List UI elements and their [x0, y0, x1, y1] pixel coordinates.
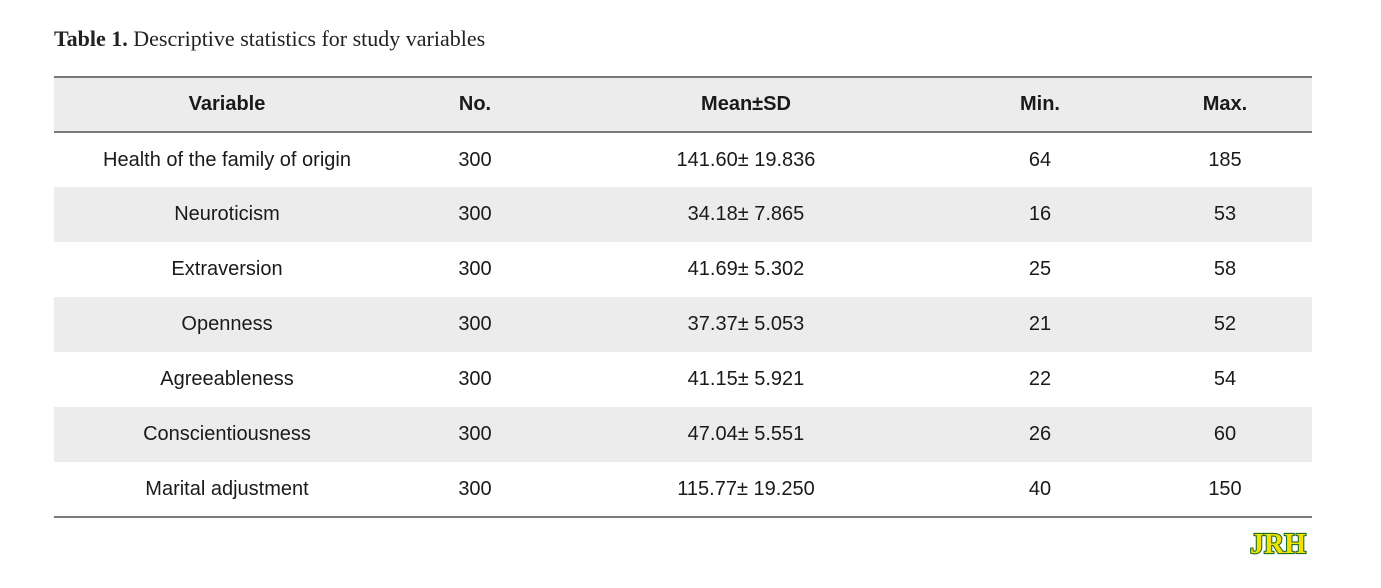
cell-no: 300 — [458, 203, 492, 225]
cell-mean-sd: 41.69± 5.302 — [687, 258, 805, 280]
cell-variable: Conscientiousness — [143, 423, 311, 445]
cell-variable: Openness — [181, 313, 273, 335]
cell-no: 300 — [400, 462, 550, 518]
cell-min: 26 — [1028, 423, 1052, 445]
cell-min: 64 — [1028, 148, 1052, 171]
header-mean-sd: Mean±SD — [550, 76, 942, 133]
table-caption: Table 1. Descriptive statistics for stud… — [54, 26, 485, 52]
cell-max: 52 — [1213, 313, 1237, 335]
table-row: Neuroticism 300 34.18± 7.865 16 53 — [54, 187, 1312, 242]
cell-max: 53 — [1213, 203, 1237, 225]
table-row: Openness 300 37.37± 5.053 21 52 — [54, 297, 1312, 352]
table-row: Conscientiousness 300 47.04± 5.551 26 60 — [54, 407, 1312, 462]
cell-variable: Marital adjustment — [54, 462, 400, 518]
header-no: No. — [400, 76, 550, 133]
header-min: Min. — [942, 76, 1138, 133]
cell-max: 54 — [1213, 368, 1237, 390]
cell-mean-sd: 141.60± 19.836 — [676, 148, 816, 171]
cell-max: 58 — [1213, 258, 1237, 280]
cell-no: 300 — [458, 313, 492, 335]
table-row: Health of the family of origin 300 141.6… — [54, 132, 1312, 187]
cell-no: 300 — [458, 258, 492, 280]
table-caption-text: Descriptive statistics for study variabl… — [133, 26, 486, 51]
table-row: Extraversion 300 41.69± 5.302 25 58 — [54, 242, 1312, 297]
cell-mean-sd: 47.04± 5.551 — [687, 423, 805, 445]
cell-min: 25 — [1028, 258, 1052, 280]
cell-min: 22 — [1028, 368, 1052, 390]
cell-variable: Extraversion — [171, 258, 283, 280]
cell-no: 300 — [458, 148, 492, 171]
cell-mean-sd: 115.77± 19.250 — [550, 462, 942, 518]
jrh-logo-text: JRH — [1250, 530, 1306, 556]
table-header-row: Variable No. Mean±SD Min. Max. — [54, 76, 1312, 133]
jrh-logo: JRH — [1249, 530, 1307, 556]
header-max: Max. — [1138, 76, 1312, 133]
cell-variable: Agreeableness — [160, 368, 294, 390]
descriptive-statistics-table: Variable No. Mean±SD Min. Max. Health of… — [54, 76, 1312, 518]
cell-min: 16 — [1028, 203, 1052, 225]
cell-no: 300 — [458, 368, 492, 390]
cell-variable: Health of the family of origin — [103, 148, 351, 171]
cell-min: 40 — [942, 462, 1138, 518]
cell-max: 185 — [1208, 148, 1242, 171]
cell-no: 300 — [458, 423, 492, 445]
cell-min: 21 — [1028, 313, 1052, 335]
cell-mean-sd: 37.37± 5.053 — [687, 313, 805, 335]
table-row: Marital adjustment 300 115.77± 19.250 40… — [54, 462, 1312, 518]
cell-max: 150 — [1138, 462, 1312, 518]
cell-variable: Neuroticism — [174, 203, 280, 225]
cell-mean-sd: 34.18± 7.865 — [687, 203, 805, 225]
table-caption-label: Table 1. — [54, 26, 128, 51]
cell-max: 60 — [1213, 423, 1237, 445]
header-variable: Variable — [54, 76, 400, 133]
cell-mean-sd: 41.15± 5.921 — [687, 368, 805, 390]
table-row: Agreeableness 300 41.15± 5.921 22 54 — [54, 352, 1312, 407]
